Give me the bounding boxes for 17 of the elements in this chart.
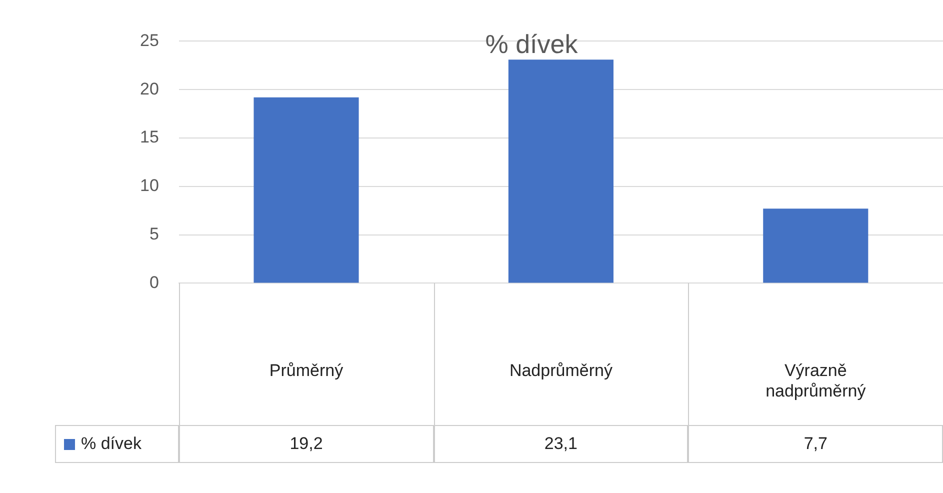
data-label: 23,1 (434, 425, 688, 463)
y-tick-label: 15 (140, 128, 159, 147)
bar (508, 60, 614, 283)
bar (763, 208, 868, 283)
x-tick-label: Průměrný (269, 361, 344, 380)
legend-label: % dívek (81, 434, 142, 454)
data-label: 7,7 (688, 425, 943, 463)
chart-title: % dívek (485, 28, 579, 59)
y-tick-label: 25 (140, 30, 159, 50)
bar (254, 97, 359, 283)
y-tick-label: 5 (149, 224, 159, 244)
y-tick-label: 10 (140, 176, 159, 196)
y-tick-label: 0 (149, 272, 159, 292)
x-tick-label: Nadprůměrný (509, 361, 613, 380)
y-tick-label: 20 (140, 79, 159, 98)
x-tick-label: Výrazně nadprůměrný (766, 361, 866, 400)
data-label: 19,2 (178, 425, 434, 463)
